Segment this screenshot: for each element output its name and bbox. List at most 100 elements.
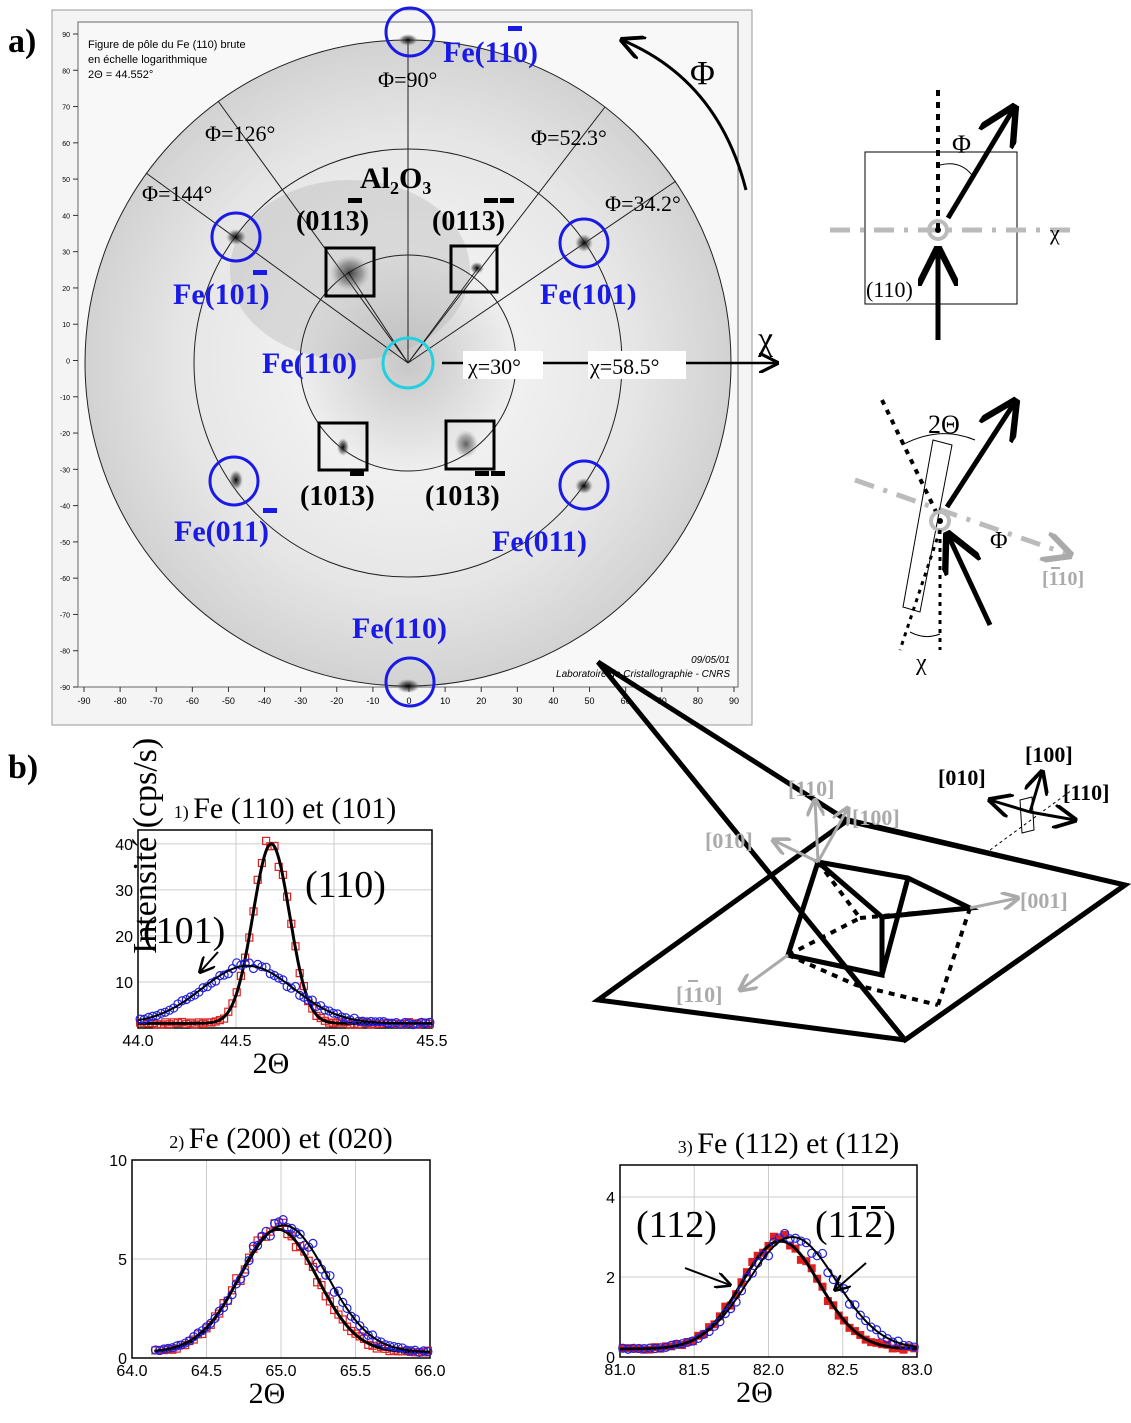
substrate-outline (591, 817, 1131, 1043)
data-point (823, 1297, 832, 1306)
label-fe-011: Fe(011) (492, 525, 587, 558)
label-phi126: Φ=126° (205, 121, 275, 146)
pole-ytick-label: -80 (60, 649, 70, 656)
label-chi585: χ=58.5° (589, 354, 659, 379)
pole-ytick-label: 40 (62, 213, 70, 220)
data-point (704, 1326, 714, 1337)
x-tick-label: 44.0 (122, 1033, 153, 1050)
dir-010-gray: [010] (705, 828, 753, 853)
data-point (262, 836, 271, 845)
sketch-2theta: 2Θ (928, 410, 960, 439)
pole-xtick-label: -90 (77, 696, 90, 706)
x-tick-label: 65.5 (340, 1363, 371, 1380)
data-point (342, 1322, 352, 1331)
marker-fe-bottom (384, 656, 436, 708)
panel-a-label: a) (8, 23, 36, 60)
x-tick-label: 64.0 (116, 1363, 147, 1380)
data-point (801, 1238, 811, 1248)
data-point (372, 1336, 382, 1346)
pole-xtick-label: 60 (621, 696, 631, 706)
data-point (210, 1313, 220, 1323)
label-phi523: Φ=52.3° (531, 125, 607, 150)
label-fe-101: Fe(101) (540, 278, 637, 311)
chart1-annot-101: (101) (143, 910, 225, 952)
marker-fe-10m1 (210, 211, 262, 263)
sketch-phi: Φ (952, 130, 971, 159)
data-point (320, 1005, 330, 1015)
data-point (240, 959, 250, 969)
data-point (291, 1227, 301, 1237)
plot-frame (137, 829, 433, 1029)
pole-ytick-label: 30 (62, 250, 70, 257)
data-point (715, 1317, 725, 1327)
x-tick-label: 81.5 (679, 1362, 710, 1379)
label-al-10m13: (1013) (300, 481, 375, 512)
pole-xtick-label: 80 (693, 696, 703, 706)
dir-110-black: [110] (1063, 780, 1109, 805)
dir-m110-gray: [110] (676, 982, 722, 1007)
pole-ytick-label: -40 (60, 504, 70, 511)
fit-line-1 (137, 964, 432, 1025)
pole-ytick-label: -30 (60, 467, 70, 474)
pole-axis-ticks: -90 -80 -70 -60 -50 -40 -30 -20 -10 0 10 20 30 40 50 60… (60, 32, 739, 706)
y-tick-label: 40 (115, 837, 133, 854)
pole-lab: Laboratoire de Cristallographie - CNRS (556, 669, 730, 680)
geometry-sketch-top: Φ χ (110) (830, 90, 1075, 340)
pole-ytick-label: -90 (60, 685, 70, 692)
pole-ytick-label: -50 (60, 540, 70, 547)
chart-fe-112: 3) Fe (112) et (112) 81.0 81.5 82.0 82.5 83.0… (604, 1127, 932, 1409)
data-point (156, 1008, 166, 1018)
y-tick-label: 30 (115, 883, 133, 900)
data-point (796, 1255, 805, 1264)
data-point (286, 983, 296, 993)
data-point (748, 1257, 757, 1266)
x-axis-label: 2Θ (249, 1377, 286, 1410)
sketch-hkl: (110) (866, 277, 913, 302)
label-fe-bottom: Fe(110) (352, 612, 447, 645)
fit-line-1 (154, 1224, 431, 1353)
pole-xtick-label: 0 (406, 696, 411, 706)
panel-a: a) -90 -80 -70 -60 -50 -40 -30 -20 -10 0 10 20 30 40 5… (8, 6, 777, 726)
data-point (672, 1340, 681, 1349)
fe-markers (208, 6, 610, 708)
x-tick-label: 66.0 (414, 1363, 445, 1380)
dir-100-black: [100] (1025, 742, 1073, 767)
pole-ytick-label: 0 (66, 359, 70, 366)
data-point (775, 1234, 784, 1243)
data-point (709, 1321, 720, 1331)
x-tick-label: 81.0 (604, 1362, 635, 1379)
chart-fe-110-101: 1) Fe (110) et (101) 44.0 44.5 45.0 45.5 10 20… (115, 792, 447, 1080)
y-tick-label: 5 (118, 1252, 127, 1269)
pole-ytick-label: 50 (62, 177, 70, 184)
label-fe-10m1: Fe(101) (173, 278, 270, 311)
pole-info-2: en échelle logarithmique (88, 54, 207, 66)
data-point (347, 1326, 356, 1336)
pole-xtick-label: -20 (330, 696, 343, 706)
marker-fe-101 (558, 217, 610, 269)
pole-xtick-label: 30 (512, 696, 522, 706)
data-point (295, 1229, 305, 1239)
sketch-phi2: Φ (990, 528, 1008, 554)
dir-110-gray: [110] (788, 776, 834, 801)
data-point (726, 1303, 736, 1314)
al2o3-markers (317, 244, 499, 472)
pole-xtick-label: 40 (548, 696, 558, 706)
data-point (338, 1297, 348, 1307)
label-fe-top: Fe(110) (443, 36, 538, 69)
pole-ytick-label: 10 (62, 322, 70, 329)
fit-line-1 (620, 1235, 918, 1350)
al2o3-label: Al2O3 (360, 162, 431, 198)
pole-date: 09/05/01 (691, 655, 730, 666)
data-point (278, 975, 288, 985)
data-point (699, 1329, 709, 1339)
sketch-dir110: [110] (1042, 568, 1084, 590)
data-point (351, 1329, 360, 1338)
geometry-sketch-bottom: 2Θ Φ [110] χ (854, 400, 1084, 676)
plot-frame (131, 1159, 431, 1359)
pole-ytick-label: -10 (60, 395, 70, 402)
dir-001-gray: [001] (1020, 888, 1068, 913)
x-tick-label: 45.0 (318, 1033, 349, 1050)
data-point (408, 1019, 418, 1030)
x-axis-label: 2Θ (253, 1047, 290, 1080)
crystal-sketch: [110] [100] [010] [001] [110] [100] [010… (591, 659, 1131, 1044)
